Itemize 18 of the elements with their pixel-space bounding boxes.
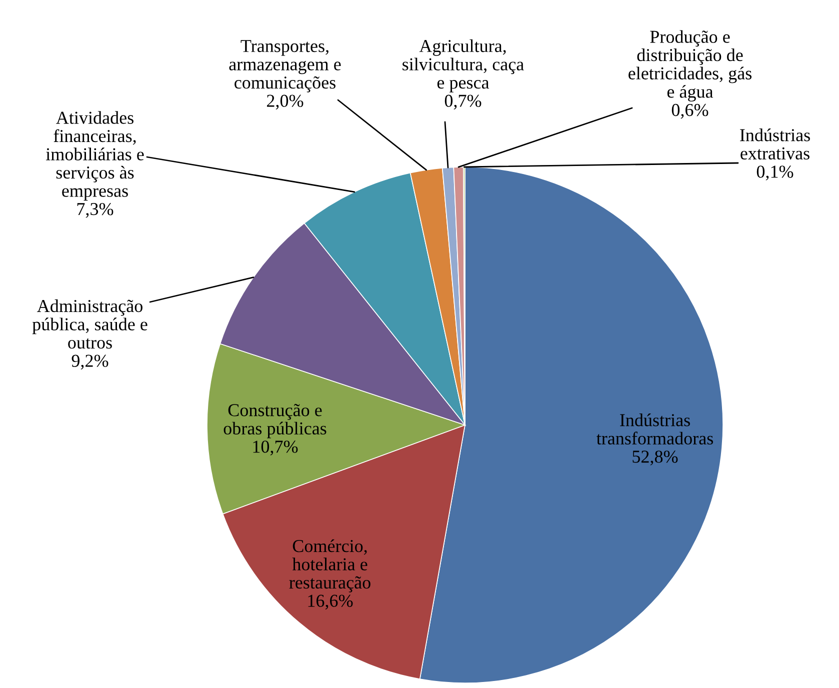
slice-label: Administração pública, saúde e outros bbox=[32, 299, 148, 349]
data-label: 0,1% bbox=[756, 166, 794, 180]
slice-label: Produção e distribuição de eletricidades, gás e água bbox=[628, 30, 752, 102]
data-label: 9,2% bbox=[72, 354, 108, 370]
slice-label: Agricultura, silvicultura, caça e pesca bbox=[402, 39, 524, 92]
data-label: 10,7% bbox=[253, 440, 298, 456]
slice-label: Comércio, hotelaria e restauração bbox=[289, 539, 370, 592]
data-label: 2,0% bbox=[266, 94, 304, 110]
slice-label: Construção e obras públicas bbox=[224, 404, 326, 438]
data-label: 0,6% bbox=[672, 104, 708, 119]
data-label: 0,7% bbox=[444, 94, 482, 110]
slice-label: Atividades financeiras, imobiliárias e serviços às empresas bbox=[46, 111, 144, 201]
data-label: 16,6% bbox=[308, 594, 353, 610]
data-label: 52,8% bbox=[632, 450, 678, 466]
slice-label: Indústrias extrativas bbox=[740, 128, 810, 160]
slice-label: Transportes, armazenagem e comunicações bbox=[229, 40, 341, 92]
data-label: 7,3% bbox=[77, 202, 114, 218]
slice-label: Indústrias transformadoras bbox=[596, 414, 714, 445]
